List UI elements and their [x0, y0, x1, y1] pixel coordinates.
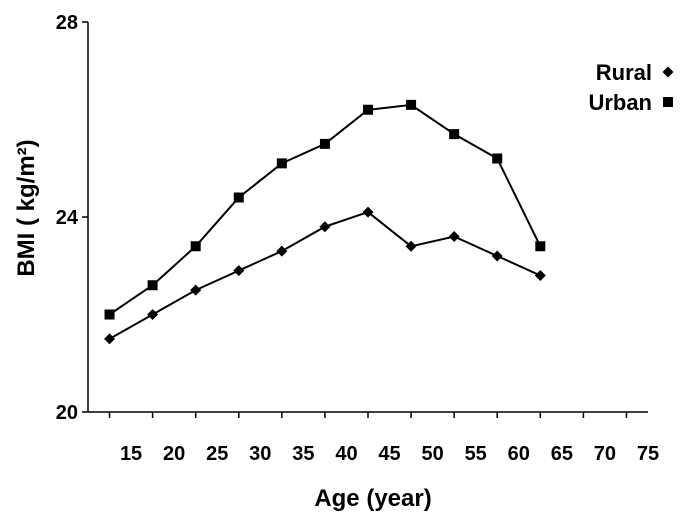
y-tick-label-28: 28	[56, 12, 78, 34]
x-tick-label-15: 15	[120, 443, 142, 465]
y-tick-label-24: 24	[56, 207, 79, 229]
point-rural-17.5	[147, 309, 159, 320]
point-rural-12.5	[104, 333, 116, 345]
point-urban-12.5	[104, 309, 115, 320]
x-tick-label-60: 60	[508, 443, 530, 465]
point-urban-47.5	[406, 99, 417, 110]
x-tick-label-20: 20	[163, 443, 185, 465]
point-rural-47.5	[405, 240, 417, 252]
point-rural-57.5	[491, 250, 503, 262]
y-tick-label-20: 20	[56, 402, 78, 424]
point-urban-42.5	[363, 104, 373, 115]
x-tick-label-50: 50	[421, 443, 443, 465]
legend-label-rural: Rural	[596, 60, 652, 85]
point-rural-42.5	[362, 206, 374, 218]
point-rural-37.5	[319, 221, 331, 233]
point-urban-32.5	[276, 158, 287, 169]
point-rural-22.5	[190, 284, 202, 296]
x-tick-label-75: 75	[637, 443, 659, 465]
legend-marker-rural	[662, 66, 674, 78]
point-urban-57.5	[492, 153, 503, 164]
point-urban-27.5	[233, 192, 244, 203]
series-line-urban	[108, 103, 542, 316]
point-rural-52.5	[448, 231, 460, 242]
x-tick-label-40: 40	[335, 443, 357, 465]
point-rural-27.5	[233, 265, 245, 277]
series-layer	[104, 99, 546, 345]
axes: 20 24 28 15 20 25 30 35 40 45 50 55 60 65 70 75	[56, 12, 659, 465]
point-urban-62.5	[535, 241, 546, 252]
point-urban-52.5	[449, 129, 460, 140]
y-axis-title: BMI ( kg/m²)	[13, 139, 40, 276]
point-rural-62.5	[534, 270, 546, 281]
x-tick-label-45: 45	[378, 443, 400, 465]
x-tick-label-70: 70	[594, 443, 616, 465]
point-urban-22.5	[190, 241, 201, 252]
x-tick-label-30: 30	[249, 443, 271, 465]
point-urban-37.5	[319, 138, 330, 149]
point-urban-17.5	[147, 280, 158, 291]
legend: Rural Urban	[588, 60, 674, 115]
x-tick-label-55: 55	[465, 443, 487, 465]
x-tick-label-25: 25	[206, 443, 228, 465]
x-axis-title: Age (year)	[314, 485, 431, 512]
x-tick-label-35: 35	[292, 443, 314, 465]
legend-marker-urban	[663, 97, 673, 107]
legend-label-urban: Urban	[588, 90, 652, 115]
point-rural-32.5	[276, 245, 288, 257]
x-tick-label-65: 65	[551, 443, 573, 465]
